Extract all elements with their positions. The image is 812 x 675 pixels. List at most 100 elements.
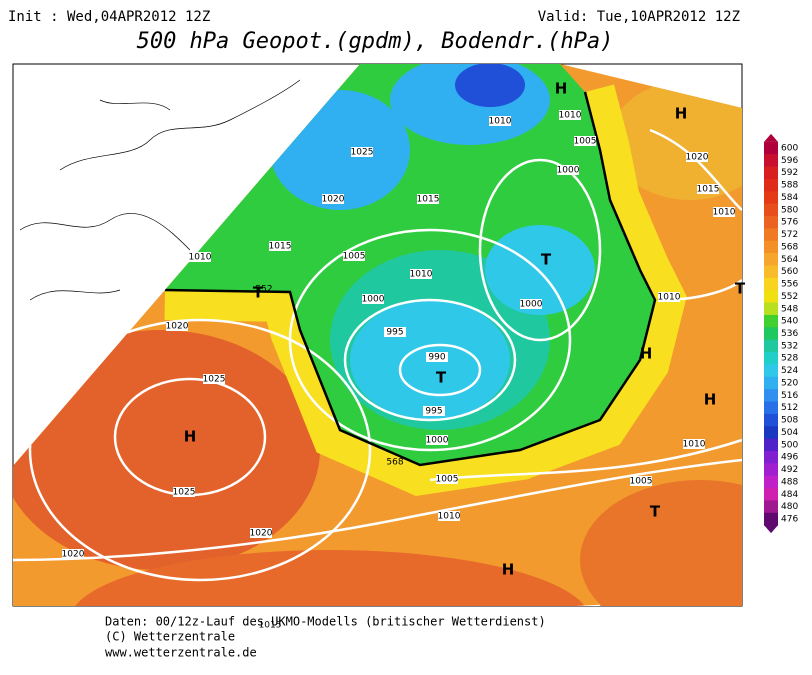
isobar-label: 1010 [658, 293, 681, 303]
isobar-label: 1020 [62, 550, 85, 560]
colorbar-swatch [764, 290, 778, 304]
colorbar-label: 504 [781, 428, 798, 438]
isobar-label: 1010 [189, 253, 212, 263]
colorbar-swatch [764, 352, 778, 365]
label-bg [559, 110, 581, 120]
colorbar-label: 476 [781, 515, 798, 525]
colorbar-swatch [764, 240, 778, 254]
isobar-label: 1025 [173, 488, 196, 498]
colorbar-swatch [764, 364, 778, 378]
label-bg [658, 292, 680, 302]
colorbar-label: 592 [781, 168, 798, 178]
colorbar-swatch [764, 401, 778, 415]
label-bg [697, 184, 719, 194]
isobar-label: 1005 [343, 252, 366, 262]
pressure-center: H [640, 345, 653, 363]
colorbar-label: 516 [781, 391, 798, 401]
pressure-center: H [184, 428, 197, 446]
colorbar-label: 596 [781, 156, 798, 166]
map-title: 500 hPa Geopot.(gpdm), Bodendr.(hPa) [137, 29, 614, 54]
isobar-label: 1010 [713, 208, 736, 218]
colorbar-swatch [764, 141, 778, 155]
label-bg [630, 476, 652, 486]
colorbar-label: 576 [781, 218, 798, 228]
colorbar-label: 496 [781, 453, 798, 463]
isobar-label: 1020 [322, 195, 345, 205]
geopotential-label: 552 [255, 285, 272, 295]
label-bg [417, 194, 439, 204]
label-bg [343, 251, 365, 261]
label-bg [683, 439, 705, 449]
isobar-label: 1020 [686, 153, 709, 163]
footer-line: Daten: 00/12z-Lauf des UKMO-Modells (bri… [105, 615, 546, 629]
label-bg [62, 549, 84, 559]
isobar-label: 1025 [351, 148, 374, 158]
label-bg [426, 352, 448, 362]
colorbar-swatch [764, 426, 778, 440]
isobar-label: 1020 [250, 529, 273, 539]
colorbar-label: 560 [781, 267, 798, 277]
colorbar-label: 572 [781, 230, 798, 240]
colorbar-label: 524 [781, 366, 798, 376]
isobar-label: 1025 [203, 375, 226, 385]
colorbar-swatch [764, 339, 778, 353]
colorbar-label: 556 [781, 280, 798, 290]
label-bg [189, 252, 211, 262]
colorbar-swatch [764, 413, 778, 427]
label-bg [520, 299, 542, 309]
pressure-center: T [650, 503, 661, 521]
colorbar-swatch [764, 314, 778, 328]
label-bg [436, 474, 458, 484]
isobar-label: 990 [428, 353, 445, 363]
label-bg [410, 269, 432, 279]
colorbar-label: 500 [781, 440, 798, 450]
geopotential-label: 568 [386, 458, 403, 468]
label-bg [557, 165, 579, 175]
label-bg [426, 435, 448, 445]
isobar-label: 1015 [259, 621, 282, 631]
init-label: Init : Wed,04APR2012 12Z [8, 9, 210, 25]
label-bg [438, 511, 460, 521]
colorbar-swatch [764, 191, 778, 205]
colorbar-label: 488 [781, 477, 798, 487]
footer-line: (C) Wetterzentrale [105, 630, 235, 644]
colorbar-swatch [764, 253, 778, 266]
isobar-label: 1000 [520, 300, 543, 310]
colorbar-label: 484 [781, 490, 798, 500]
colorbar-label: 508 [781, 416, 798, 426]
isobar-label: 1000 [362, 295, 385, 305]
footer-line: www.wetterzentrale.de [105, 646, 257, 660]
isobar-label: 995 [425, 407, 442, 417]
colorbar-label: 580 [781, 205, 798, 215]
colorbar-label: 540 [781, 317, 798, 327]
pressure-center: T [253, 284, 264, 302]
colorbar-label: 548 [781, 304, 798, 314]
label-bg [574, 136, 596, 146]
colorbar-swatch [764, 500, 778, 514]
isobar-label: 1005 [630, 477, 653, 487]
label-bg [489, 116, 511, 126]
isobar-label: 1005 [574, 137, 597, 147]
isobar-label: 1010 [559, 111, 582, 121]
colorbar-swatch [764, 178, 778, 192]
colorbar-swatch [764, 228, 778, 242]
label-bg [259, 620, 281, 630]
pressure-center: H [555, 80, 568, 98]
colorbar-cap [764, 525, 778, 534]
colorbar-swatch [764, 327, 778, 341]
colorbar-swatch [764, 488, 778, 501]
colorbar-label: 480 [781, 502, 798, 512]
pressure-center: T [735, 280, 746, 298]
colorbar-swatch [764, 450, 778, 464]
isobar-label: 1020 [166, 322, 189, 332]
label-bg [686, 152, 708, 162]
pressure-center: T [436, 369, 447, 387]
colorbar-label: 552 [781, 292, 798, 302]
colorbar-swatch [764, 389, 778, 403]
colorbar-swatch [764, 216, 778, 229]
colorbar-label: 520 [781, 378, 798, 388]
isobar-label: 1010 [410, 270, 433, 280]
isobar-label: 1000 [426, 436, 449, 446]
isobar-label: 1010 [438, 512, 461, 522]
